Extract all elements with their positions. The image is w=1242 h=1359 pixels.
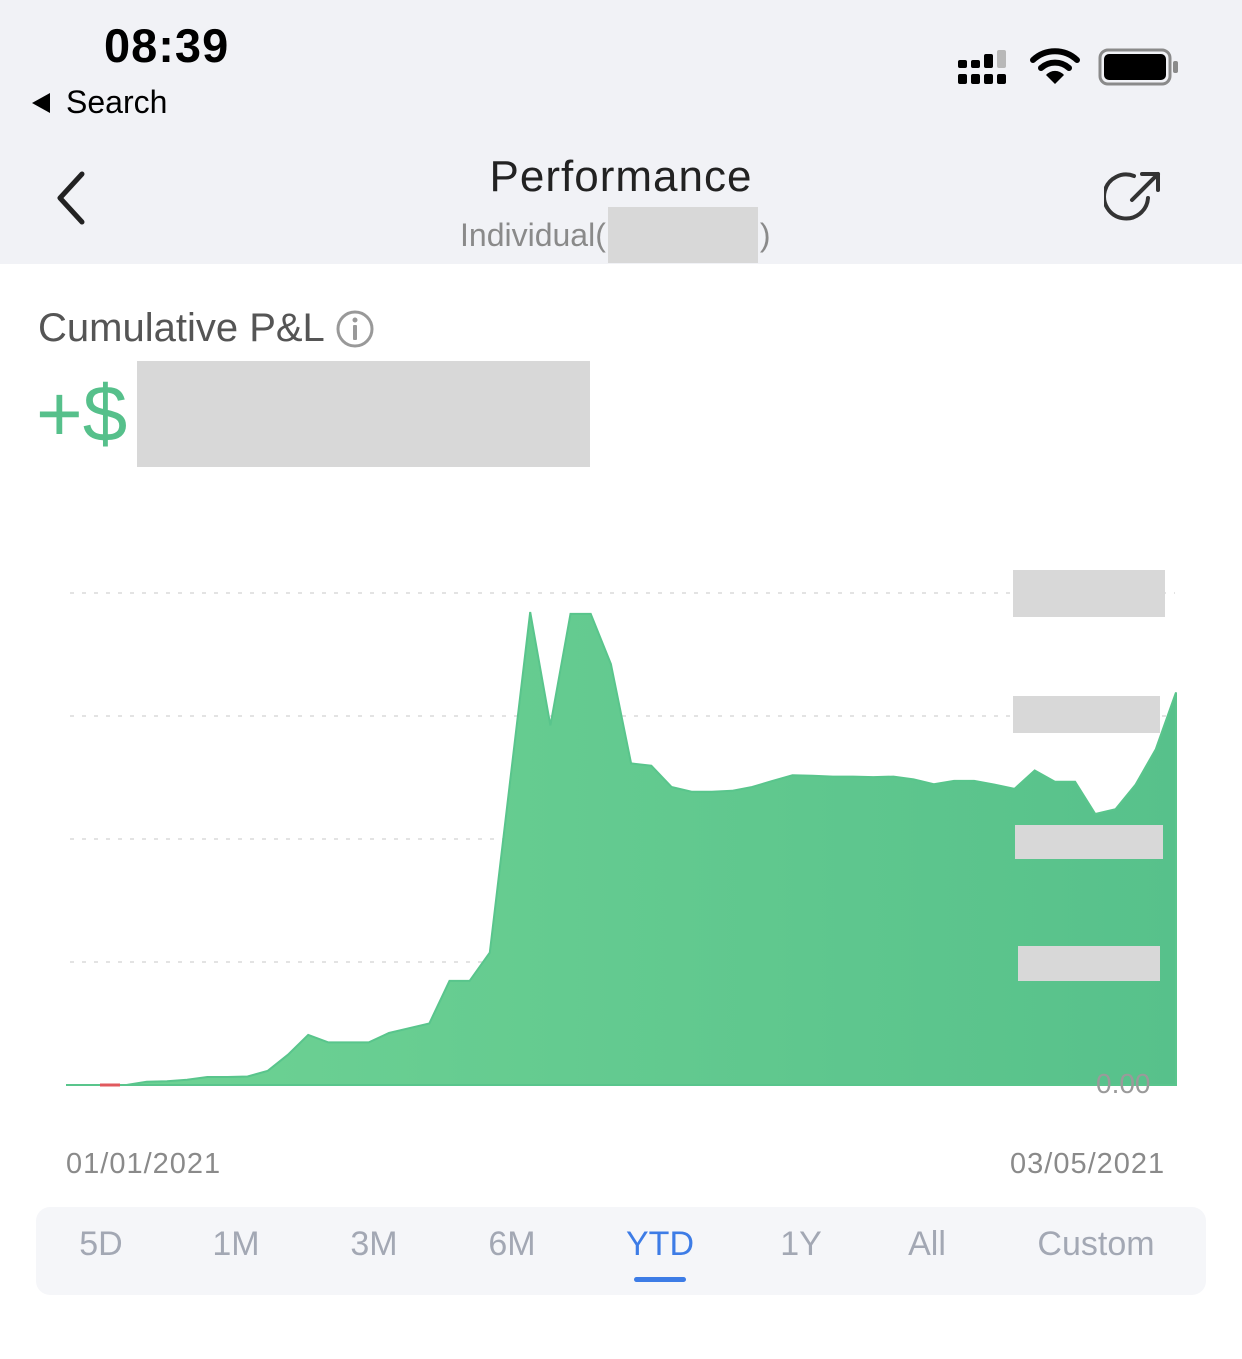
range-tab-1y[interactable]: 1Y [780, 1225, 822, 1263]
y-axis-zero-label: 0.00 [1096, 1068, 1151, 1099]
share-icon[interactable] [1104, 168, 1164, 228]
active-tab-indicator [634, 1277, 686, 1282]
cumulative-pl-value: +$ [36, 361, 591, 467]
back-app-label: Search [66, 84, 168, 120]
back-chevron-icon[interactable] [50, 170, 96, 226]
wifi-icon [1030, 48, 1080, 84]
cumulative-pl-label: Cumulative P&L [38, 306, 375, 351]
range-tab-custom[interactable]: Custom [1037, 1225, 1155, 1263]
range-tab-5d[interactable]: 5D [79, 1225, 123, 1263]
range-tab-ytd[interactable]: YTD [626, 1225, 694, 1263]
pl-area-series [66, 611, 1177, 1086]
pl-area-chart[interactable] [0, 540, 1242, 1140]
battery-icon [1098, 48, 1178, 86]
status-time: 08:39 [104, 19, 230, 72]
range-tab-1m[interactable]: 1M [212, 1225, 260, 1263]
account-subtitle-close: ) [759, 216, 771, 253]
back-triangle-icon [32, 92, 50, 113]
cellular-signal-icon [958, 50, 1006, 84]
x-axis-start-date: 01/01/2021 [66, 1148, 222, 1180]
redacted-y-label [1018, 946, 1160, 981]
redacted-y-label [1013, 696, 1160, 733]
info-icon[interactable] [335, 309, 375, 349]
range-tab-6m[interactable]: 6M [488, 1225, 536, 1263]
back-to-search-button[interactable]: Search [32, 84, 167, 121]
redacted-pl-amount [137, 361, 591, 467]
cumulative-pl-text: Cumulative P&L [38, 306, 325, 350]
time-range-selector: 5D 1M 3M 6M YTD 1Y All Custom [36, 1207, 1206, 1295]
redacted-account-number [607, 207, 758, 263]
range-tab-all[interactable]: All [908, 1225, 946, 1263]
redacted-y-label [1013, 570, 1165, 617]
account-subtitle: Individual( ) [460, 207, 771, 263]
range-tab-3m[interactable]: 3M [350, 1225, 398, 1263]
page-title: Performance [489, 152, 753, 201]
redacted-y-label [1015, 825, 1163, 859]
account-type-label: Individual( [460, 216, 606, 253]
x-axis-end-date: 03/05/2021 [1010, 1148, 1166, 1180]
pl-sign: +$ [36, 369, 128, 458]
